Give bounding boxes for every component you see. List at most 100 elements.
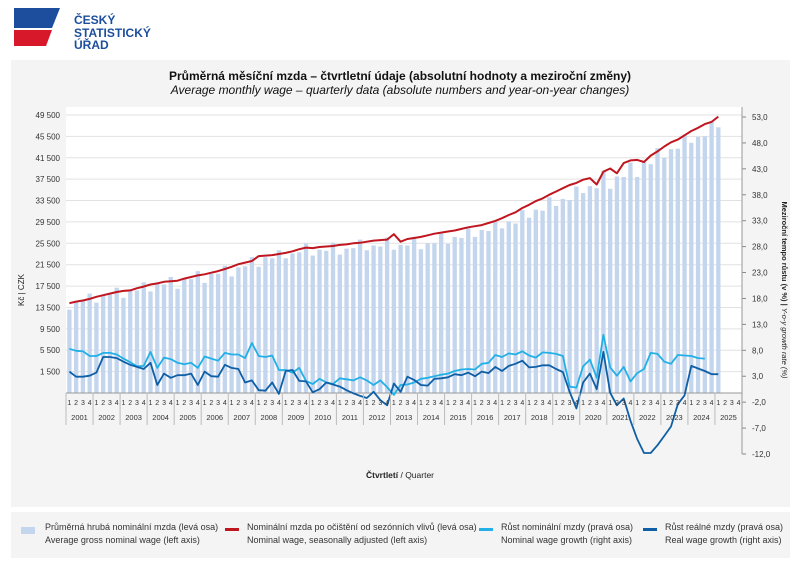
bar: [364, 250, 369, 393]
x-quarter-label: 2: [263, 400, 267, 407]
x-quarter-label: 3: [189, 400, 193, 407]
y-right-tick-label: 48,0: [752, 139, 768, 148]
x-axis-title-cz: Čtvrtletí: [366, 469, 399, 480]
y-right-axis-title-cz: Meziroční tempo růstu (v %) |: [780, 202, 789, 308]
x-quarter-label: 4: [88, 400, 92, 407]
x-quarter-label: 4: [358, 400, 362, 407]
legend-label-en: Average gross nominal wage (left axis): [45, 535, 200, 545]
legend: Průměrná hrubá nominální mzda (levá osa)…: [11, 512, 790, 558]
x-year-label: 2006: [206, 413, 223, 422]
bar: [689, 142, 694, 393]
wage-chart: 1 500 5 500 9 500 13 500 17 500 21 500 25 500 2…: [17, 107, 789, 480]
x-quarter-label: 4: [142, 400, 146, 407]
x-quarter-label: 3: [216, 400, 220, 407]
x-quarter-label: 1: [365, 400, 369, 407]
legend-item-gross-wage: Průměrná hrubá nominální mzda (levá osa)…: [45, 521, 218, 547]
y-right-axis-title: Meziroční tempo růstu (v %) | Y-o-y grow…: [780, 202, 789, 379]
bar: [520, 210, 525, 393]
x-quarter-label: 1: [67, 400, 71, 407]
bar: [499, 228, 505, 393]
legend-label-cz: Růst reálné mzdy (pravá osa): [665, 522, 784, 532]
bar: [439, 233, 444, 393]
x-quarter-label: 3: [270, 400, 274, 407]
x-year-label: 2009: [287, 413, 304, 422]
bar: [398, 244, 403, 393]
x-quarter-label: 3: [324, 400, 328, 407]
x-year-label: 2025: [720, 413, 737, 422]
chart-title-cz: Průměrná měsíční mzda – čtvrtletní údaje…: [168, 69, 632, 83]
legend-item-seasonal: Nominální mzda po očištění od sezónních …: [247, 521, 477, 547]
x-quarter-label: 3: [487, 400, 491, 407]
y-left-axis-title: Kč | CZK: [17, 273, 26, 306]
bar: [452, 236, 457, 393]
x-quarter-label: 1: [527, 400, 531, 407]
bar: [587, 186, 593, 393]
bar: [574, 186, 579, 393]
bar: [94, 302, 99, 393]
x-quarter-label: 4: [683, 400, 687, 407]
y-left-tick-label: 37 500: [36, 175, 61, 184]
x-quarter-label: 1: [392, 400, 396, 407]
x-quarter-label: 3: [243, 400, 247, 407]
legend-label-en: Real wage growth (right axis): [665, 535, 782, 545]
x-quarter-label: 4: [196, 400, 200, 407]
bar: [67, 309, 72, 393]
x-quarter-label: 4: [601, 400, 605, 407]
bar: [445, 243, 451, 393]
x-quarter-label: 4: [547, 400, 551, 407]
bar: [648, 164, 653, 393]
chart-title-en: Average monthly wage – quarterly data (a…: [170, 83, 630, 97]
x-quarter-label: 3: [730, 400, 734, 407]
czso-logo-mark: [14, 8, 60, 46]
bar: [540, 210, 545, 393]
bar: [405, 245, 410, 393]
bar: [486, 231, 491, 393]
x-quarter-label: 2: [426, 400, 430, 407]
bar: [608, 188, 613, 393]
x-quarter-label: 1: [338, 400, 342, 407]
y-right-tick-label: 23,0: [752, 269, 768, 278]
bar: [695, 136, 701, 393]
x-year-label: 2022: [639, 413, 656, 422]
bar: [391, 249, 397, 393]
x-quarter-label: 2: [669, 400, 673, 407]
bar: [357, 239, 363, 393]
bar: [101, 294, 106, 393]
bar: [432, 243, 437, 393]
bar: [310, 255, 315, 393]
x-quarter-label: 2: [615, 400, 619, 407]
bar: [141, 282, 146, 393]
bar: [702, 136, 707, 393]
x-year-label: 2017: [504, 413, 521, 422]
bar: [168, 276, 173, 393]
x-axis-title-en: / Quarter: [398, 470, 434, 480]
legend-swatch-nominal-growth: [479, 528, 493, 531]
x-quarter-label: 2: [236, 400, 240, 407]
x-quarter-label: 4: [331, 400, 335, 407]
x-quarter-label: 1: [473, 400, 477, 407]
bar: [148, 291, 153, 393]
bar: [229, 276, 234, 393]
x-quarter-label: 2: [534, 400, 538, 407]
x-quarter-label: 3: [595, 400, 599, 407]
y-left-tick-label: 29 500: [36, 218, 61, 227]
x-quarter-label: 2: [155, 400, 159, 407]
x-quarter-label: 4: [169, 400, 173, 407]
bar: [614, 176, 620, 393]
bar: [215, 273, 221, 393]
x-year-label: 2012: [369, 413, 386, 422]
legend-label-en: Nominal wage growth (right axis): [501, 535, 633, 545]
bar: [506, 221, 511, 393]
x-quarter-label: 4: [737, 400, 741, 407]
legend-label-cz: Růst nominální mzdy (pravá osa): [501, 522, 634, 532]
x-quarter-label: 2: [588, 400, 592, 407]
bar: [479, 229, 484, 393]
x-quarter-label: 1: [419, 400, 423, 407]
bar: [635, 177, 640, 393]
bar: [188, 279, 194, 393]
series-line-real_wage_growth: [68, 351, 719, 454]
x-quarter-label: 3: [568, 400, 572, 407]
bar: [371, 245, 376, 393]
y-left-tick-label: 41 500: [36, 154, 61, 163]
x-quarter-label: 3: [514, 400, 518, 407]
